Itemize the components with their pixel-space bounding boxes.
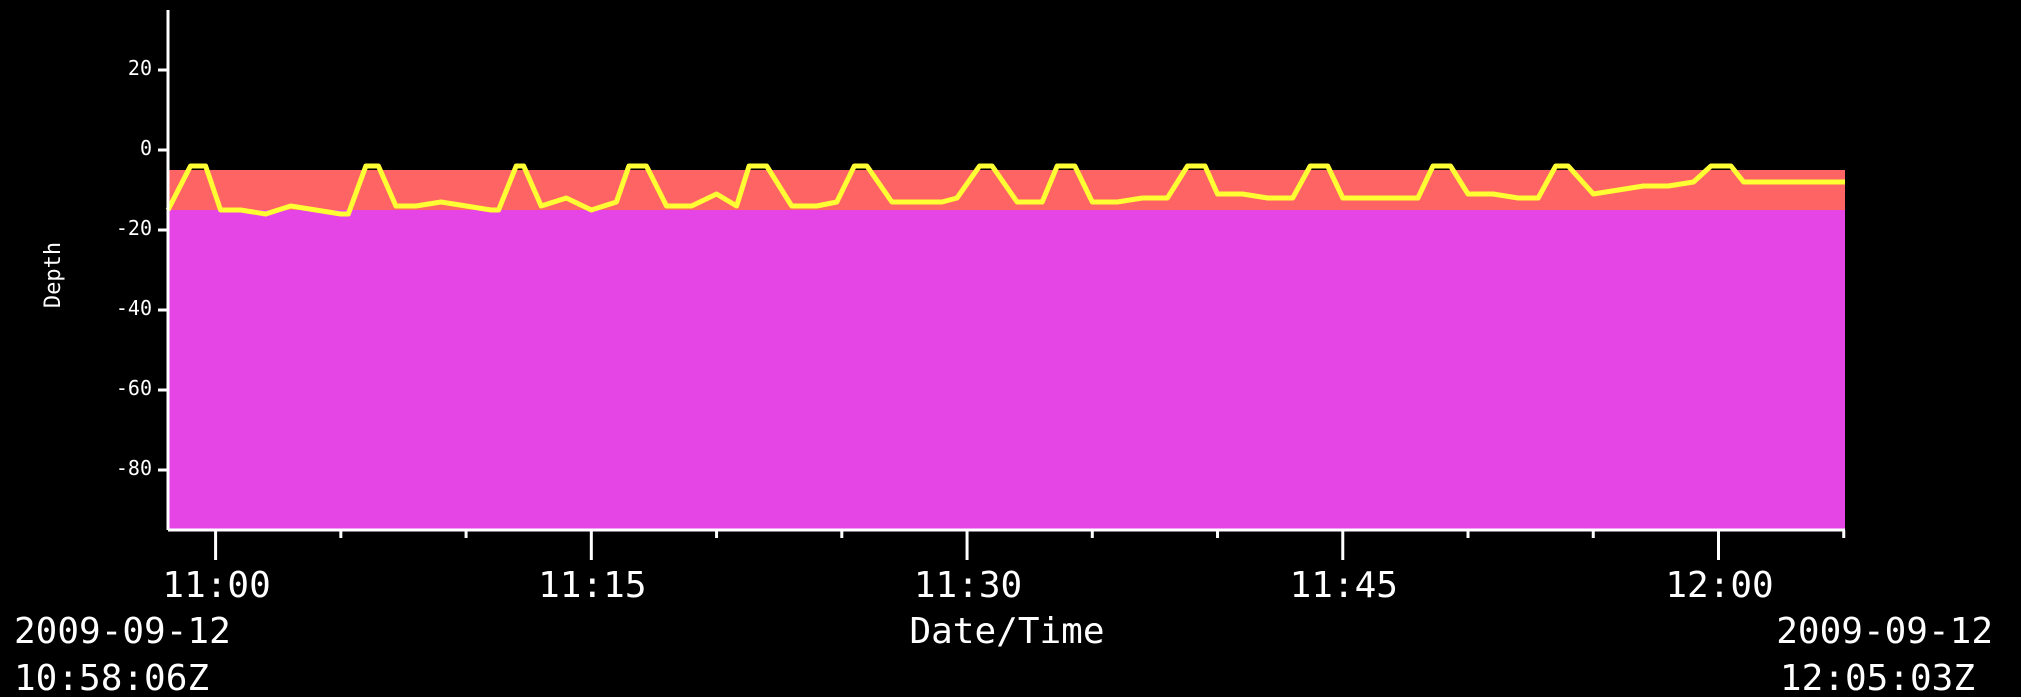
y-tick-label: -20 bbox=[116, 216, 152, 240]
depth-line-layer bbox=[165, 163, 1845, 217]
y-axis-ticks: 20 0 -20 -40 -60 -80 bbox=[116, 56, 168, 480]
end-date-label: 2009-09-12 bbox=[1776, 611, 1993, 652]
y-tick-label: 0 bbox=[140, 136, 152, 160]
y-tick-label: 20 bbox=[128, 56, 152, 80]
y-axis-label: Depth bbox=[41, 242, 66, 308]
x-axis-label: Date/Time bbox=[909, 611, 1104, 652]
y-tick-label: -60 bbox=[116, 376, 152, 400]
x-axis-ticks: 11:00 11:15 11:30 11:45 12:00 bbox=[162, 530, 1846, 606]
start-time-label: 10:58:06Z bbox=[14, 658, 209, 697]
end-time-label: 12:05:03Z bbox=[1780, 658, 1975, 697]
depth-bands bbox=[168, 170, 1845, 530]
x-tick-label: 12:00 bbox=[1665, 565, 1773, 606]
start-date-label: 2009-09-12 bbox=[14, 611, 231, 652]
water-column-band bbox=[168, 210, 1845, 530]
x-tick-label: 11:30 bbox=[914, 565, 1022, 606]
x-tick-label: 11:45 bbox=[1290, 565, 1398, 606]
x-tick-label: 11:15 bbox=[538, 565, 646, 606]
depth-series-line bbox=[165, 163, 1845, 217]
y-tick-label: -40 bbox=[116, 296, 152, 320]
y-tick-label: -80 bbox=[116, 456, 152, 480]
x-tick-label: 11:00 bbox=[162, 565, 270, 606]
